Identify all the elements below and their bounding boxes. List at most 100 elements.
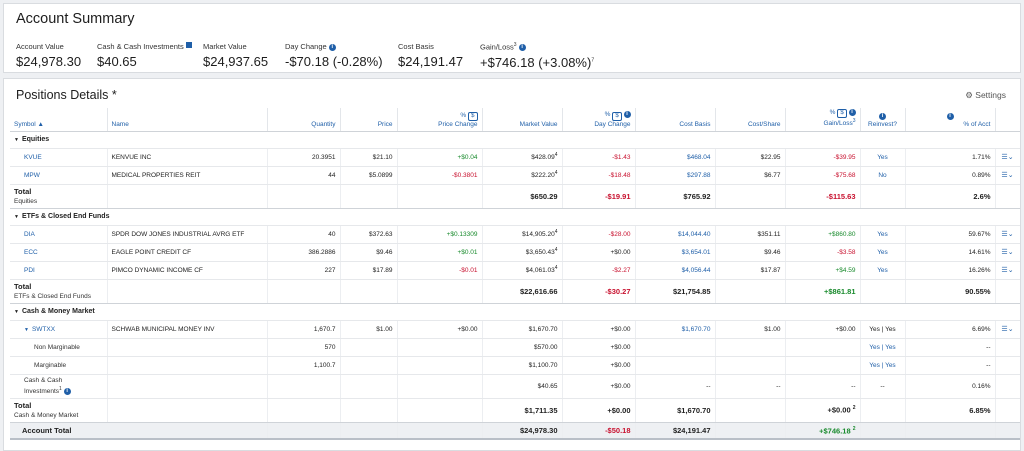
dollar-toggle[interactable]: $ [612,111,622,121]
column-header-quantity[interactable]: Quantity [267,108,341,132]
percent-toggle[interactable]: % [604,111,611,119]
symbol-link[interactable]: ▼ SWTXX [10,320,108,339]
info-icon[interactable]: i [848,109,856,117]
info-icon[interactable]: i [328,43,336,51]
cash-investments-label: Cash & Cash Investments1 i [10,374,108,399]
table-row: DIA SPDR DOW JONES INDUSTRIAL AVRG ETF 4… [10,225,1020,244]
symbol-link[interactable]: KVUE [10,148,108,167]
row-menu-icon[interactable]: ☰⌄ [995,243,1020,262]
info-icon[interactable]: i [63,387,71,395]
footnote-marker[interactable]: 4 [554,265,558,272]
expand-triangle-icon[interactable]: ▼ [24,326,29,333]
reinvest-link[interactable]: Yes [860,243,906,262]
dollar-toggle[interactable]: $ [837,109,847,119]
pct-acct-cell: 16.26% [905,261,996,280]
cost-basis-metric: Cost Basis $24,191.47 [398,42,463,69]
cost-basis-link[interactable]: $4,056.44 [635,261,716,280]
column-header-market-value[interactable]: Market Value [482,108,563,132]
day-change-cell: +$0.00 [562,243,636,262]
cost-basis-value: $24,191.47 [398,54,464,69]
reinvest-link[interactable]: No [860,166,906,185]
cash-value: $40.65 [97,54,137,69]
reinvest-link[interactable]: Yes [860,261,906,280]
collapse-triangle-icon[interactable]: ▼ [14,214,19,220]
column-header-actions [995,108,1020,132]
info-icon[interactable]: i [518,44,526,52]
info-icon[interactable]: i [879,113,886,121]
reinvest-link[interactable]: Yes | Yes [860,356,906,375]
row-menu-icon[interactable]: ☰⌄ [995,148,1020,167]
cost-basis-link[interactable]: $14,044.40 [635,225,716,244]
account-total-cost-basis: $24,191.47 [635,422,716,440]
row-menu-icon[interactable]: ☰⌄ [995,225,1020,244]
dollar-toggle[interactable]: $ [468,111,478,121]
total-market-value: $1,711.35 [482,398,563,423]
group-header-etfs[interactable]: ▼ ETFs & Closed End Funds [10,208,1020,226]
column-header-symbol[interactable]: Symbol ▲ [10,108,108,132]
reinvest-label: Reinvest? [868,120,897,128]
account-summary-title: Account Summary [16,11,135,27]
table-row: KVUE KENVUE INC 20.3951 $21.10 +$0.04 $4… [10,148,1020,167]
percent-toggle[interactable]: % [829,109,836,117]
column-header-gain-loss[interactable]: % $ i Gain/Loss3 [785,108,861,132]
reinvest-link[interactable]: Yes | Yes [860,338,906,357]
price-cell: $5.0899 [340,166,398,185]
symbol-link[interactable]: ECC [10,243,108,262]
gain-loss-footnote[interactable]: 3 [852,118,856,125]
collapse-triangle-icon[interactable]: ▼ [14,137,19,143]
symbol-link[interactable]: DIA [10,225,108,244]
price-change-cell: +$0.04 [397,148,483,167]
info-icon[interactable]: i [623,111,631,119]
gain-loss-value-footnote[interactable]: 7 [591,57,595,64]
market-value-text: $428.09 [531,154,555,162]
column-header-name[interactable]: Name [107,108,268,132]
footnote-marker[interactable]: 2 [852,425,856,432]
row-menu-icon[interactable]: ☰⌄ [995,261,1020,280]
column-header-cost-share[interactable]: Cost/Share [715,108,786,132]
cash-metric: Cash & Cash Investments $40.65 [97,42,192,69]
market-value-cell: $14,905.204 [482,225,563,244]
column-header-day-change[interactable]: % $ i Day Change [562,108,636,132]
settings-button[interactable]: ⚙ Settings [965,90,1006,101]
cost-basis-cell: -- [635,374,716,399]
row-menu-icon[interactable]: ☰⌄ [995,320,1020,339]
group-label: Cash & Money Market [21,308,95,315]
reinvest-link[interactable]: Yes [860,148,906,167]
gain-loss-value: +$746.18 (+3.08%) [480,54,592,70]
column-header-pct-acct[interactable]: i % of Acct [905,108,996,132]
footnote-marker[interactable]: 4 [554,247,558,254]
row-menu-icon[interactable]: ☰⌄ [995,166,1020,185]
price-change-cell: +$0.00 [397,320,483,339]
column-header-cost-basis[interactable]: Cost Basis [635,108,716,132]
percent-toggle[interactable]: % [460,111,467,119]
symbol-link[interactable]: PDI [10,261,108,280]
column-header-price[interactable]: Price [340,108,398,132]
symbol-link[interactable]: MPW [10,166,108,185]
cost-basis-link[interactable]: $1,670.70 [635,320,716,339]
cost-basis-link[interactable]: $3,654.01 [635,243,716,262]
table-row: MPW MEDICAL PROPERTIES REIT 44 $5.0899 -… [10,166,1020,185]
reinvest-cell[interactable]: Yes | Yes [860,320,906,339]
collapse-triangle-icon[interactable]: ▼ [14,309,19,315]
day-change-cell: +$0.00 [562,374,636,399]
column-header-price-change[interactable]: % $ Price Change [397,108,483,132]
cost-basis-link[interactable]: $297.88 [635,166,716,185]
cost-basis-link[interactable]: $468.04 [635,148,716,167]
gain-loss-cell: +$0.00 [785,320,861,339]
external-link-icon[interactable] [185,42,192,48]
footnote-marker[interactable]: 4 [554,229,558,236]
info-icon[interactable]: i [946,113,954,121]
reinvest-link[interactable]: Yes [860,225,906,244]
gain-loss-footnote[interactable]: 3 [513,42,517,48]
pct-acct-label: % of Acct [963,120,991,128]
group-header-cash[interactable]: ▼ Cash & Money Market [10,303,1020,321]
pct-acct-cell: 59.67% [905,225,996,244]
group-header-equities[interactable]: ▼ Equities [10,131,1020,149]
footnote-marker[interactable]: 4 [554,152,558,159]
footnote-marker[interactable]: 2 [852,405,856,412]
column-header-reinvest[interactable]: i Reinvest? [860,108,906,132]
gain-loss-cell: +$4.59 [785,261,861,280]
gain-loss-cell: -$39.95 [785,148,861,167]
footnote-marker[interactable]: 4 [554,170,558,177]
day-change-label: Day Change [594,120,631,128]
